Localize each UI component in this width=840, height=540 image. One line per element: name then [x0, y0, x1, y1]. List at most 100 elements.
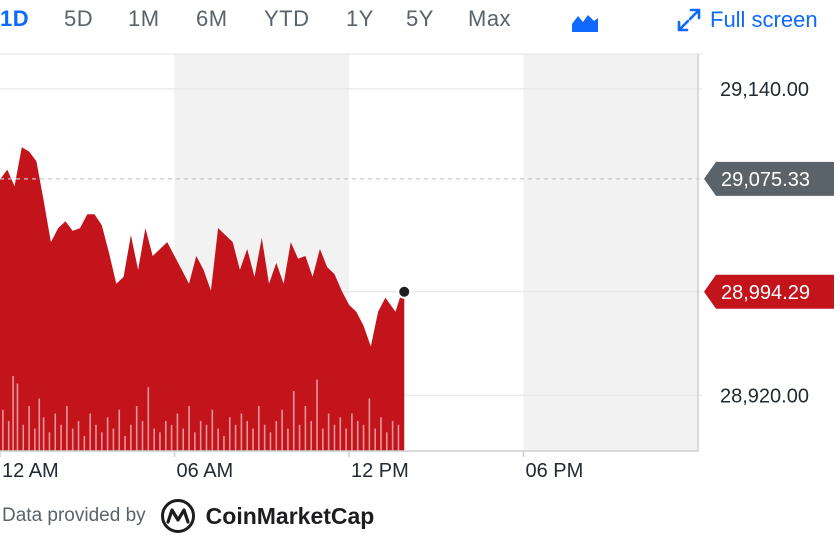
range-tab-1m[interactable]: 1M [128, 6, 160, 31]
last-price-badge-shape [704, 274, 834, 309]
expand-arrows-icon [677, 8, 701, 32]
volume-bar-overlay [356, 421, 359, 451]
volume-bar-overlay [391, 421, 394, 451]
volume-bar-overlay [223, 436, 225, 451]
volume-bar-overlay [95, 424, 97, 451]
fullscreen-button[interactable]: Full screen [676, 6, 818, 34]
volume-bar-overlay [60, 424, 62, 451]
volume-bar-overlay [374, 428, 376, 451]
volume-bar-overlay [130, 424, 132, 451]
coinmarketcap-icon [160, 499, 195, 533]
volume-bar-overlay [153, 428, 155, 451]
previous-close-badge-text: 29,075.33 [721, 169, 810, 191]
range-tab-5y[interactable]: 5Y [406, 6, 434, 31]
price-area [0, 147, 405, 452]
volume-bar-overlay [170, 424, 173, 451]
previous-close-badge: 29,075.33 [704, 161, 834, 196]
last-price-marker [397, 284, 412, 299]
volume-bar-overlay [124, 436, 126, 451]
range-tab-ytd[interactable]: YTD [264, 6, 310, 31]
volume-bar-overlay [246, 421, 249, 451]
volume-bar-overlay [106, 417, 109, 451]
coinmarketcap-logo[interactable]: CoinMarketCap [160, 498, 375, 534]
volume-bar-overlay [176, 413, 179, 451]
volume-bar-overlay [263, 424, 266, 451]
volume-bar-overlay [66, 406, 68, 451]
last-price-badge: 28,994.29 [704, 274, 834, 309]
volume-bar-overlay [34, 428, 36, 451]
range-tab-1y[interactable]: 1Y [346, 6, 374, 31]
provider-name: CoinMarketCap [205, 502, 375, 529]
volume-bar-overlay [275, 421, 278, 451]
volume-bar-overlay [368, 398, 371, 451]
volume-bar-overlay [42, 417, 45, 451]
volume-bar-overlay [118, 409, 121, 451]
footer: Data provided by CoinMarketCap [0, 496, 840, 536]
previous-close-badge-shape [704, 161, 834, 196]
volume-bar-overlay [28, 406, 30, 451]
volume-bar-overlay [54, 413, 57, 451]
volume-bar-overlay [16, 383, 19, 451]
volume-bar-overlay [12, 376, 14, 451]
volume-bar-overlay [188, 406, 190, 451]
volume-bar-overlay [322, 428, 324, 451]
volume-bar-overlay [159, 432, 161, 451]
volume-bar-overlay [194, 432, 196, 451]
volume-bar-overlay [205, 424, 208, 451]
volume-bar-overlay [252, 428, 254, 451]
volume-bar-overlay [234, 424, 237, 451]
x-tick-label: 06 PM [526, 460, 584, 482]
volume-bar-overlay [112, 428, 115, 451]
volume-bar-overlay [7, 421, 10, 451]
range-toolbar: 1D 5D 1M 6M YTD 1Y 5Y Max Full screen [0, 0, 840, 40]
volume-bar-overlay [217, 428, 219, 451]
x-tick-label: 12 PM [351, 460, 409, 482]
volume-bar-overlay [304, 406, 307, 451]
volume-bar-overlay [287, 428, 289, 451]
volume-bar-overlay [83, 436, 86, 451]
volume-bar-overlay [298, 424, 301, 451]
volume-bar-overlay [135, 406, 138, 451]
volume-bar-overlay [292, 391, 295, 451]
shaded-band [523, 54, 698, 451]
volume-bar-overlay [199, 421, 202, 451]
volume-bar-overlay [333, 424, 336, 451]
volume-bar-overlay [310, 421, 312, 451]
volume-bar-overlay [22, 424, 25, 451]
volume-bar-overlay [211, 409, 214, 451]
volume-bar-overlay [386, 432, 388, 451]
mountain-chart-icon[interactable] [570, 10, 600, 34]
range-tab-6m[interactable]: 6M [196, 6, 228, 31]
volume-bar-overlay [71, 428, 74, 451]
volume-bar-overlay [240, 413, 243, 451]
provided-by-text: Data provided by [2, 505, 146, 526]
y-tick-label: 28,920.00 [720, 385, 809, 407]
volume-bar-overlay [345, 428, 347, 451]
volume-bar-overlay [77, 421, 80, 451]
volume-bar-overlay [182, 428, 185, 451]
x-tick-label: 06 AM [177, 460, 234, 482]
volume-bar-overlay [141, 421, 144, 451]
volume-bar-overlay [316, 379, 318, 451]
volume-bar-overlay [397, 424, 400, 451]
volume-bar-overlay [38, 398, 41, 451]
volume-bar-overlay [228, 417, 231, 451]
volume-bar-overlay [380, 417, 382, 451]
y-tick-label: 29,140.00 [720, 79, 809, 101]
volume-bar-overlay [147, 387, 150, 451]
volume-bar-overlay [351, 413, 353, 451]
range-tab-5d[interactable]: 5D [64, 6, 94, 31]
volume-bar-overlay [362, 424, 365, 451]
range-tab-1d[interactable]: 1D [0, 6, 30, 31]
volume-bar-overlay [164, 421, 167, 451]
volume-bar-overlay [327, 413, 330, 451]
volume-bar-overlay [258, 406, 260, 451]
volume-bar-overlay [2, 409, 4, 451]
last-price-badge-text: 28,994.29 [721, 282, 810, 304]
fullscreen-label: Full screen [710, 7, 818, 32]
volume-bar-overlay [48, 432, 51, 451]
volume-bar-overlay [269, 432, 272, 451]
range-tab-max[interactable]: Max [468, 6, 512, 31]
volume-bar-overlay [281, 409, 283, 451]
